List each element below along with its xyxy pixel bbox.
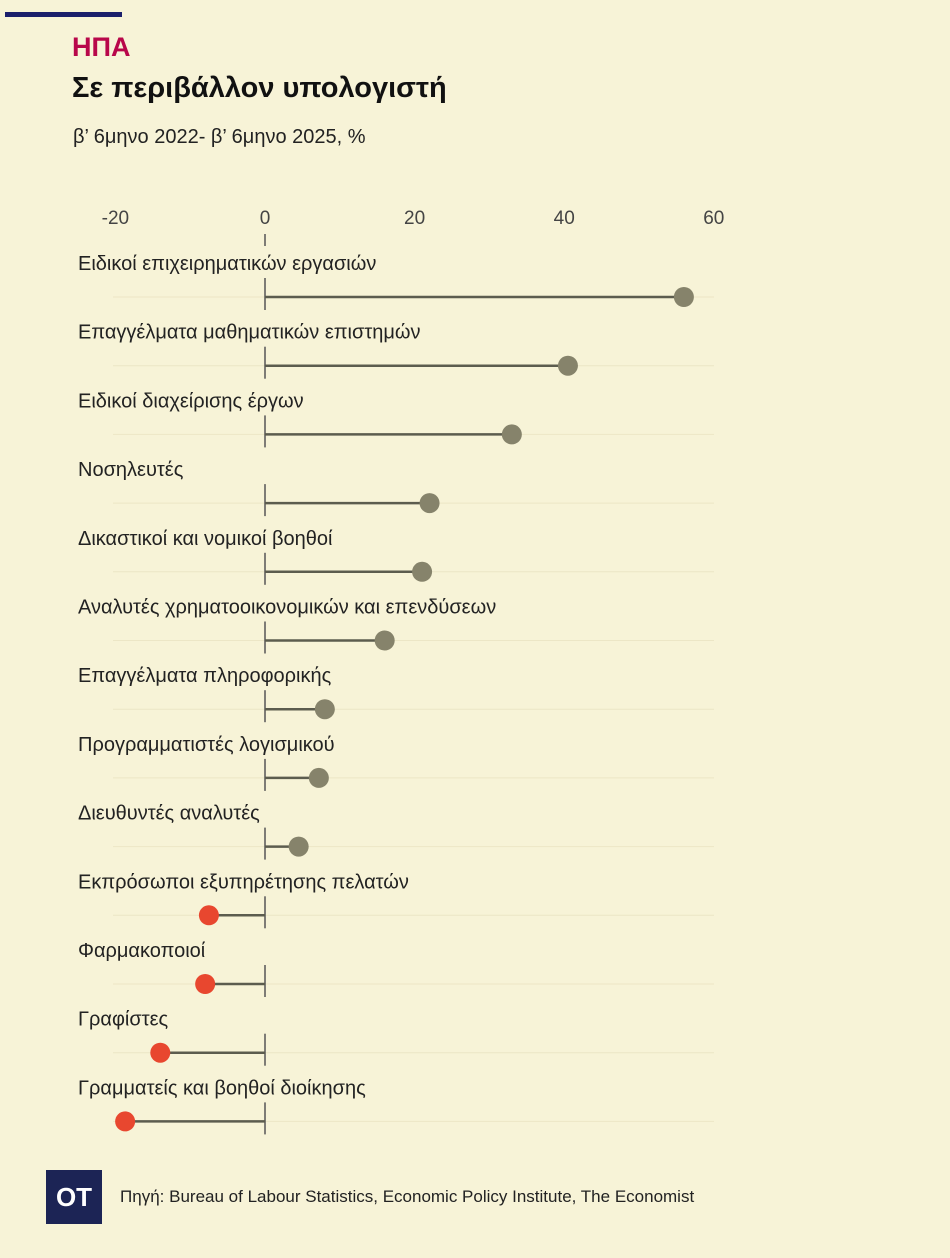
chart-subtitle: β’ 6μηνο 2022- β’ 6μηνο 2025, % xyxy=(73,126,366,148)
data-point xyxy=(501,424,522,445)
data-point xyxy=(195,974,216,994)
category-label: Γραμματείς και βοηθοί διοίκησης xyxy=(78,1077,366,1099)
category-label: Γραφίστες xyxy=(78,1009,169,1031)
x-tick-label: 60 xyxy=(703,208,724,229)
x-tick-label: 40 xyxy=(554,208,575,229)
category-label: Ειδικοί διαχείρισης έργων xyxy=(78,390,304,412)
data-point xyxy=(419,493,440,514)
ot-logo: OT xyxy=(46,1170,102,1224)
category-label: Νοσηλευτές xyxy=(78,459,184,481)
data-point xyxy=(115,1111,136,1132)
x-tick-label: 20 xyxy=(404,208,425,229)
category-label: Αναλυτές χρηματοοικονομικών και επενδύσε… xyxy=(78,597,496,619)
category-label: Δικαστικοί και νομικοί βοηθοί xyxy=(78,528,333,550)
category-label: Επαγγέλματα μαθηματικών επιστημών xyxy=(78,322,421,344)
data-point xyxy=(412,561,433,582)
data-point xyxy=(150,1042,171,1063)
category-label: Εκπρόσωποι εξυπηρέτησης πελατών xyxy=(78,871,409,893)
dot-chart: -20 0 20 40 60 Ειδικοί επιχειρηματικών εργασι… xyxy=(78,208,724,1135)
category-label: Φαρμακοποιοί xyxy=(78,940,206,962)
data-point xyxy=(314,699,335,720)
category-label: Διευθυντές αναλυτές xyxy=(78,803,260,825)
data-point xyxy=(374,630,395,651)
data-point xyxy=(288,836,309,857)
data-point xyxy=(308,767,329,788)
data-point xyxy=(198,905,219,926)
category-label: Ειδικοί επιχειρηματικών εργασιών xyxy=(78,253,376,275)
source-note: Πηγή: Bureau of Labour Statistics, Econo… xyxy=(120,1187,695,1206)
category-label: Προγραμματιστές λογισμικού xyxy=(78,734,335,756)
category-label: Επαγγέλματα πληροφορικής xyxy=(78,665,332,687)
data-point xyxy=(557,355,578,376)
data-point xyxy=(673,287,694,307)
x-tick-label: 0 xyxy=(260,208,271,229)
x-tick-label: -20 xyxy=(102,208,129,229)
top-accent-bar xyxy=(5,12,122,17)
chart-title: Σε περιβάλλον υπολογιστή xyxy=(72,72,447,104)
chart-kicker: ΗΠΑ xyxy=(72,32,131,62)
